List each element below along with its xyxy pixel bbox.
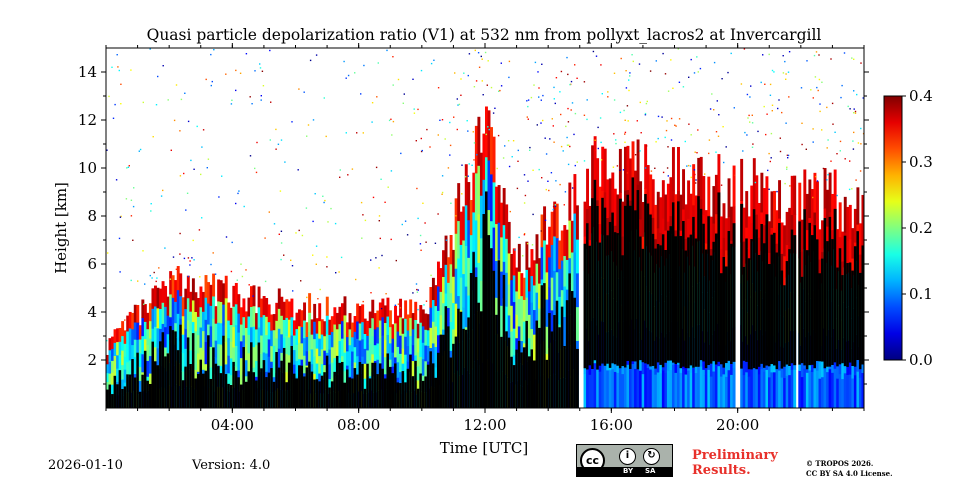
y-tick-label: 2 xyxy=(87,351,97,369)
axis-ticks: 2 4 6 8 10 12 14 04:00 08:00 12:00 16:00 20:00 xyxy=(78,43,869,434)
y-tick-label: 10 xyxy=(78,159,97,177)
colorbar-gradient xyxy=(883,95,903,361)
y-tick-label: 8 xyxy=(87,207,97,225)
y-tick-label: 4 xyxy=(87,303,97,321)
x-tick-label: 04:00 xyxy=(211,416,254,434)
chart-title: Quasi particle depolarization ratio (V1)… xyxy=(147,26,822,44)
badge-strip xyxy=(577,467,672,476)
colorbar-tick-label: 0.1 xyxy=(909,285,933,303)
x-tick-label: 12:00 xyxy=(463,416,506,434)
preliminary-line-1: Preliminary xyxy=(692,448,778,463)
heatmap-layer xyxy=(106,48,864,408)
share-alike-icon: ↻ xyxy=(643,448,660,465)
colorbar-tick-label: 0.0 xyxy=(909,351,933,369)
preliminary-line-2: Results. xyxy=(692,463,751,478)
x-tick-label: 20:00 xyxy=(716,416,759,434)
y-axis-label: Height [km] xyxy=(52,182,70,274)
y-tick-label: 6 xyxy=(87,255,97,273)
plot-frame xyxy=(105,47,865,409)
date-label: 2026-01-10 xyxy=(48,458,123,473)
copyright-line-1: © TROPOS 2026. xyxy=(806,459,874,468)
attribution-person-icon: i xyxy=(619,448,636,465)
cc-license-badge: cc i ↻ BY SA xyxy=(576,444,673,477)
badge-sa-label: SA xyxy=(645,467,656,475)
y-tick-label: 12 xyxy=(78,111,97,129)
colorbar-tick-label: 0.2 xyxy=(909,219,933,237)
plot-area xyxy=(106,48,864,408)
badge-by-label: BY xyxy=(623,467,634,475)
y-tick-label: 14 xyxy=(78,63,97,81)
copyright-note: © TROPOS 2026. CC BY SA 4.0 License. xyxy=(806,459,893,479)
version-label: Version: 4.0 xyxy=(192,458,271,473)
x-tick-label: 16:00 xyxy=(590,416,633,434)
x-tick-label: 08:00 xyxy=(337,416,380,434)
copyright-line-2: CC BY SA 4.0 License. xyxy=(806,469,893,478)
colorbar: 0.0 0.1 0.2 0.3 0.4 xyxy=(883,87,933,369)
colorbar-tick-label: 0.3 xyxy=(909,153,933,171)
x-axis-label: Time [UTC] xyxy=(440,439,529,457)
colorbar-tick-label: 0.4 xyxy=(909,87,933,105)
preliminary-results-note: Preliminary Results. xyxy=(692,448,778,478)
